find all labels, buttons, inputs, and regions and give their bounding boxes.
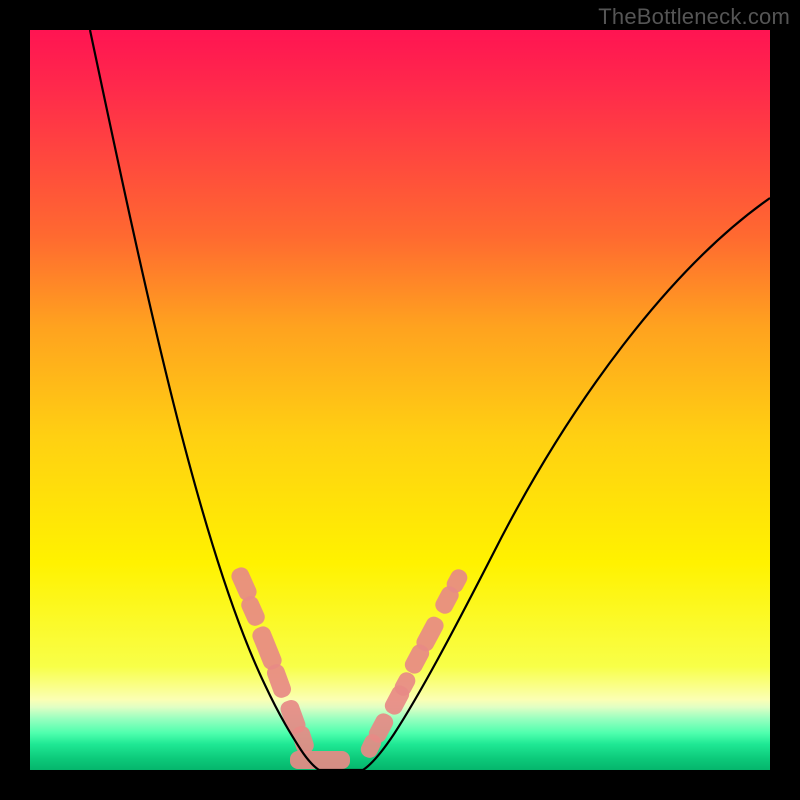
data-marker [290, 751, 350, 769]
bottleneck-chart-svg [30, 30, 770, 770]
gradient-background [30, 30, 770, 770]
watermark-text: TheBottleneck.com [598, 4, 790, 30]
plot-area [30, 30, 770, 770]
